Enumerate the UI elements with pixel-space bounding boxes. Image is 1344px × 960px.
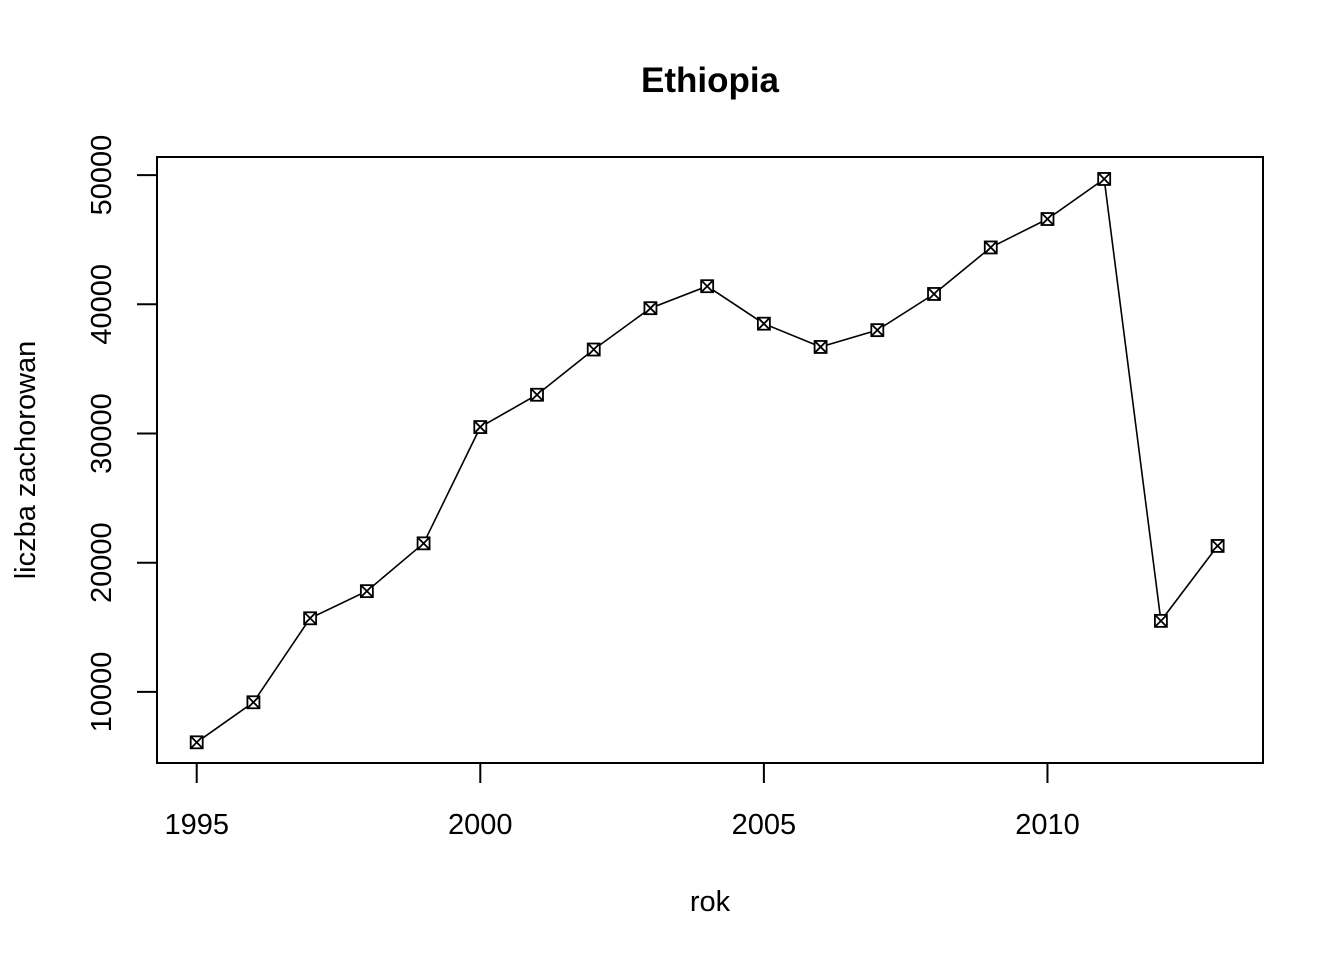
data-point	[246, 695, 261, 710]
y-tick-label: 50000	[86, 135, 118, 216]
y-tick-label: 10000	[86, 652, 118, 733]
data-point	[1154, 613, 1168, 628]
data-point	[473, 420, 488, 434]
x-tick-label: 2010	[1015, 809, 1080, 841]
data-point	[189, 735, 204, 750]
data-point	[586, 342, 601, 357]
data-point	[359, 584, 374, 599]
chart-title: Ethiopia	[641, 61, 780, 100]
y-tick-label: 40000	[86, 264, 118, 345]
y-axis: 10000 20000 30000 40000 50000	[86, 135, 158, 733]
data-markers	[189, 172, 1225, 750]
x-axis-label: rok	[690, 886, 731, 918]
y-tick-label: 20000	[86, 522, 118, 603]
data-point	[700, 279, 715, 294]
data-point	[813, 340, 828, 354]
data-point	[927, 287, 941, 301]
data-point	[756, 316, 771, 331]
series-line	[196, 177, 1219, 743]
data-point	[870, 323, 885, 338]
y-tick-label: 30000	[86, 393, 118, 474]
data-point	[416, 536, 431, 551]
y-axis-label: liczba zachorowan	[10, 341, 42, 580]
data-point	[1040, 212, 1055, 226]
data-point	[643, 301, 658, 316]
data-point	[1210, 539, 1225, 553]
data-point	[983, 240, 998, 255]
data-point	[530, 387, 544, 402]
data-point	[1097, 172, 1112, 186]
x-tick-label: 2005	[732, 809, 797, 841]
plot-frame	[156, 156, 1264, 764]
data-point	[303, 611, 318, 626]
x-tick-label: 1995	[164, 809, 229, 841]
x-tick-label: 2000	[448, 809, 513, 841]
x-axis: 1995 2000 2005 2010	[164, 762, 1080, 841]
